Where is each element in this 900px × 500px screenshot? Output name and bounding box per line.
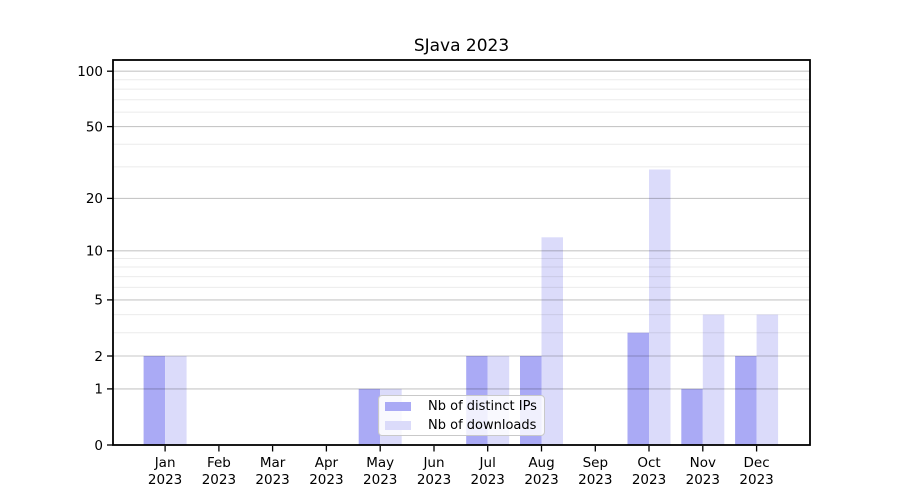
bar-jan-downloads xyxy=(165,356,187,445)
legend-swatch-distinct-ips xyxy=(385,401,411,411)
x-tick-label-month-mar: Mar xyxy=(260,455,286,471)
x-tick-label-month-jul: Jul xyxy=(479,455,496,471)
legend-label-distinct-ips: Nb of distinct IPs xyxy=(428,398,537,414)
y-tick-label-5: 5 xyxy=(94,293,103,309)
y-tick-label-1: 1 xyxy=(94,382,103,398)
x-tick-label-month-oct: Oct xyxy=(637,455,660,471)
chart-title: SJava 2023 xyxy=(413,36,510,56)
x-tick-label-year-feb: 2023 xyxy=(202,472,236,488)
x-tick-label-year-jan: 2023 xyxy=(148,472,182,488)
legend-swatch-downloads xyxy=(385,420,411,430)
bar-nov-distinct-ips xyxy=(681,388,703,445)
y-tick-label-50: 50 xyxy=(86,119,103,135)
legend-item-distinct-ips: Nb of distinct IPs xyxy=(385,399,544,414)
y-tick-label-100: 100 xyxy=(77,64,103,80)
x-tick-label-year-aug: 2023 xyxy=(524,472,558,488)
x-tick-label-year-apr: 2023 xyxy=(309,472,343,488)
x-tick-label-month-sep: Sep xyxy=(583,455,608,471)
x-tick-label-month-jun: Jun xyxy=(422,455,444,471)
x-tick-label-year-nov: 2023 xyxy=(686,472,720,488)
x-tick-label-month-apr: Apr xyxy=(315,455,339,471)
y-tick-label-10: 10 xyxy=(86,244,103,260)
legend-label-downloads: Nb of downloads xyxy=(428,417,537,433)
y-tick-label-2: 2 xyxy=(94,349,103,365)
bar-aug-downloads xyxy=(541,237,563,445)
x-tick-label-year-oct: 2023 xyxy=(632,472,666,488)
x-tick-label-month-aug: Aug xyxy=(528,455,554,471)
bar-dec-downloads xyxy=(756,314,779,445)
x-tick-label-year-dec: 2023 xyxy=(739,472,773,488)
bar-jan-distinct-ips xyxy=(143,356,166,445)
x-tick-label-year-sep: 2023 xyxy=(578,472,612,488)
y-tick-label-0: 0 xyxy=(94,438,103,454)
y-tick-label-20: 20 xyxy=(86,191,103,207)
x-tick-label-year-mar: 2023 xyxy=(255,472,289,488)
x-tick-label-month-nov: Nov xyxy=(690,455,716,471)
x-tick-label-month-may: May xyxy=(366,455,394,471)
x-tick-label-year-jul: 2023 xyxy=(471,472,505,488)
legend-item-downloads: Nb of downloads xyxy=(385,418,544,433)
legend: Nb of distinct IPs Nb of downloads xyxy=(378,395,545,436)
bar-dec-distinct-ips xyxy=(735,356,757,445)
bar-may-distinct-ips xyxy=(358,388,381,445)
bar-nov-downloads xyxy=(702,314,725,445)
bar-oct-distinct-ips xyxy=(627,332,649,445)
x-tick-label-month-dec: Dec xyxy=(744,455,770,471)
plot-border xyxy=(112,59,811,446)
bar-oct-downloads xyxy=(649,169,671,445)
x-tick-label-month-feb: Feb xyxy=(207,455,231,471)
x-tick-label-year-may: 2023 xyxy=(363,472,397,488)
x-tick-label-year-jun: 2023 xyxy=(417,472,451,488)
x-tick-label-month-jan: Jan xyxy=(154,455,176,471)
